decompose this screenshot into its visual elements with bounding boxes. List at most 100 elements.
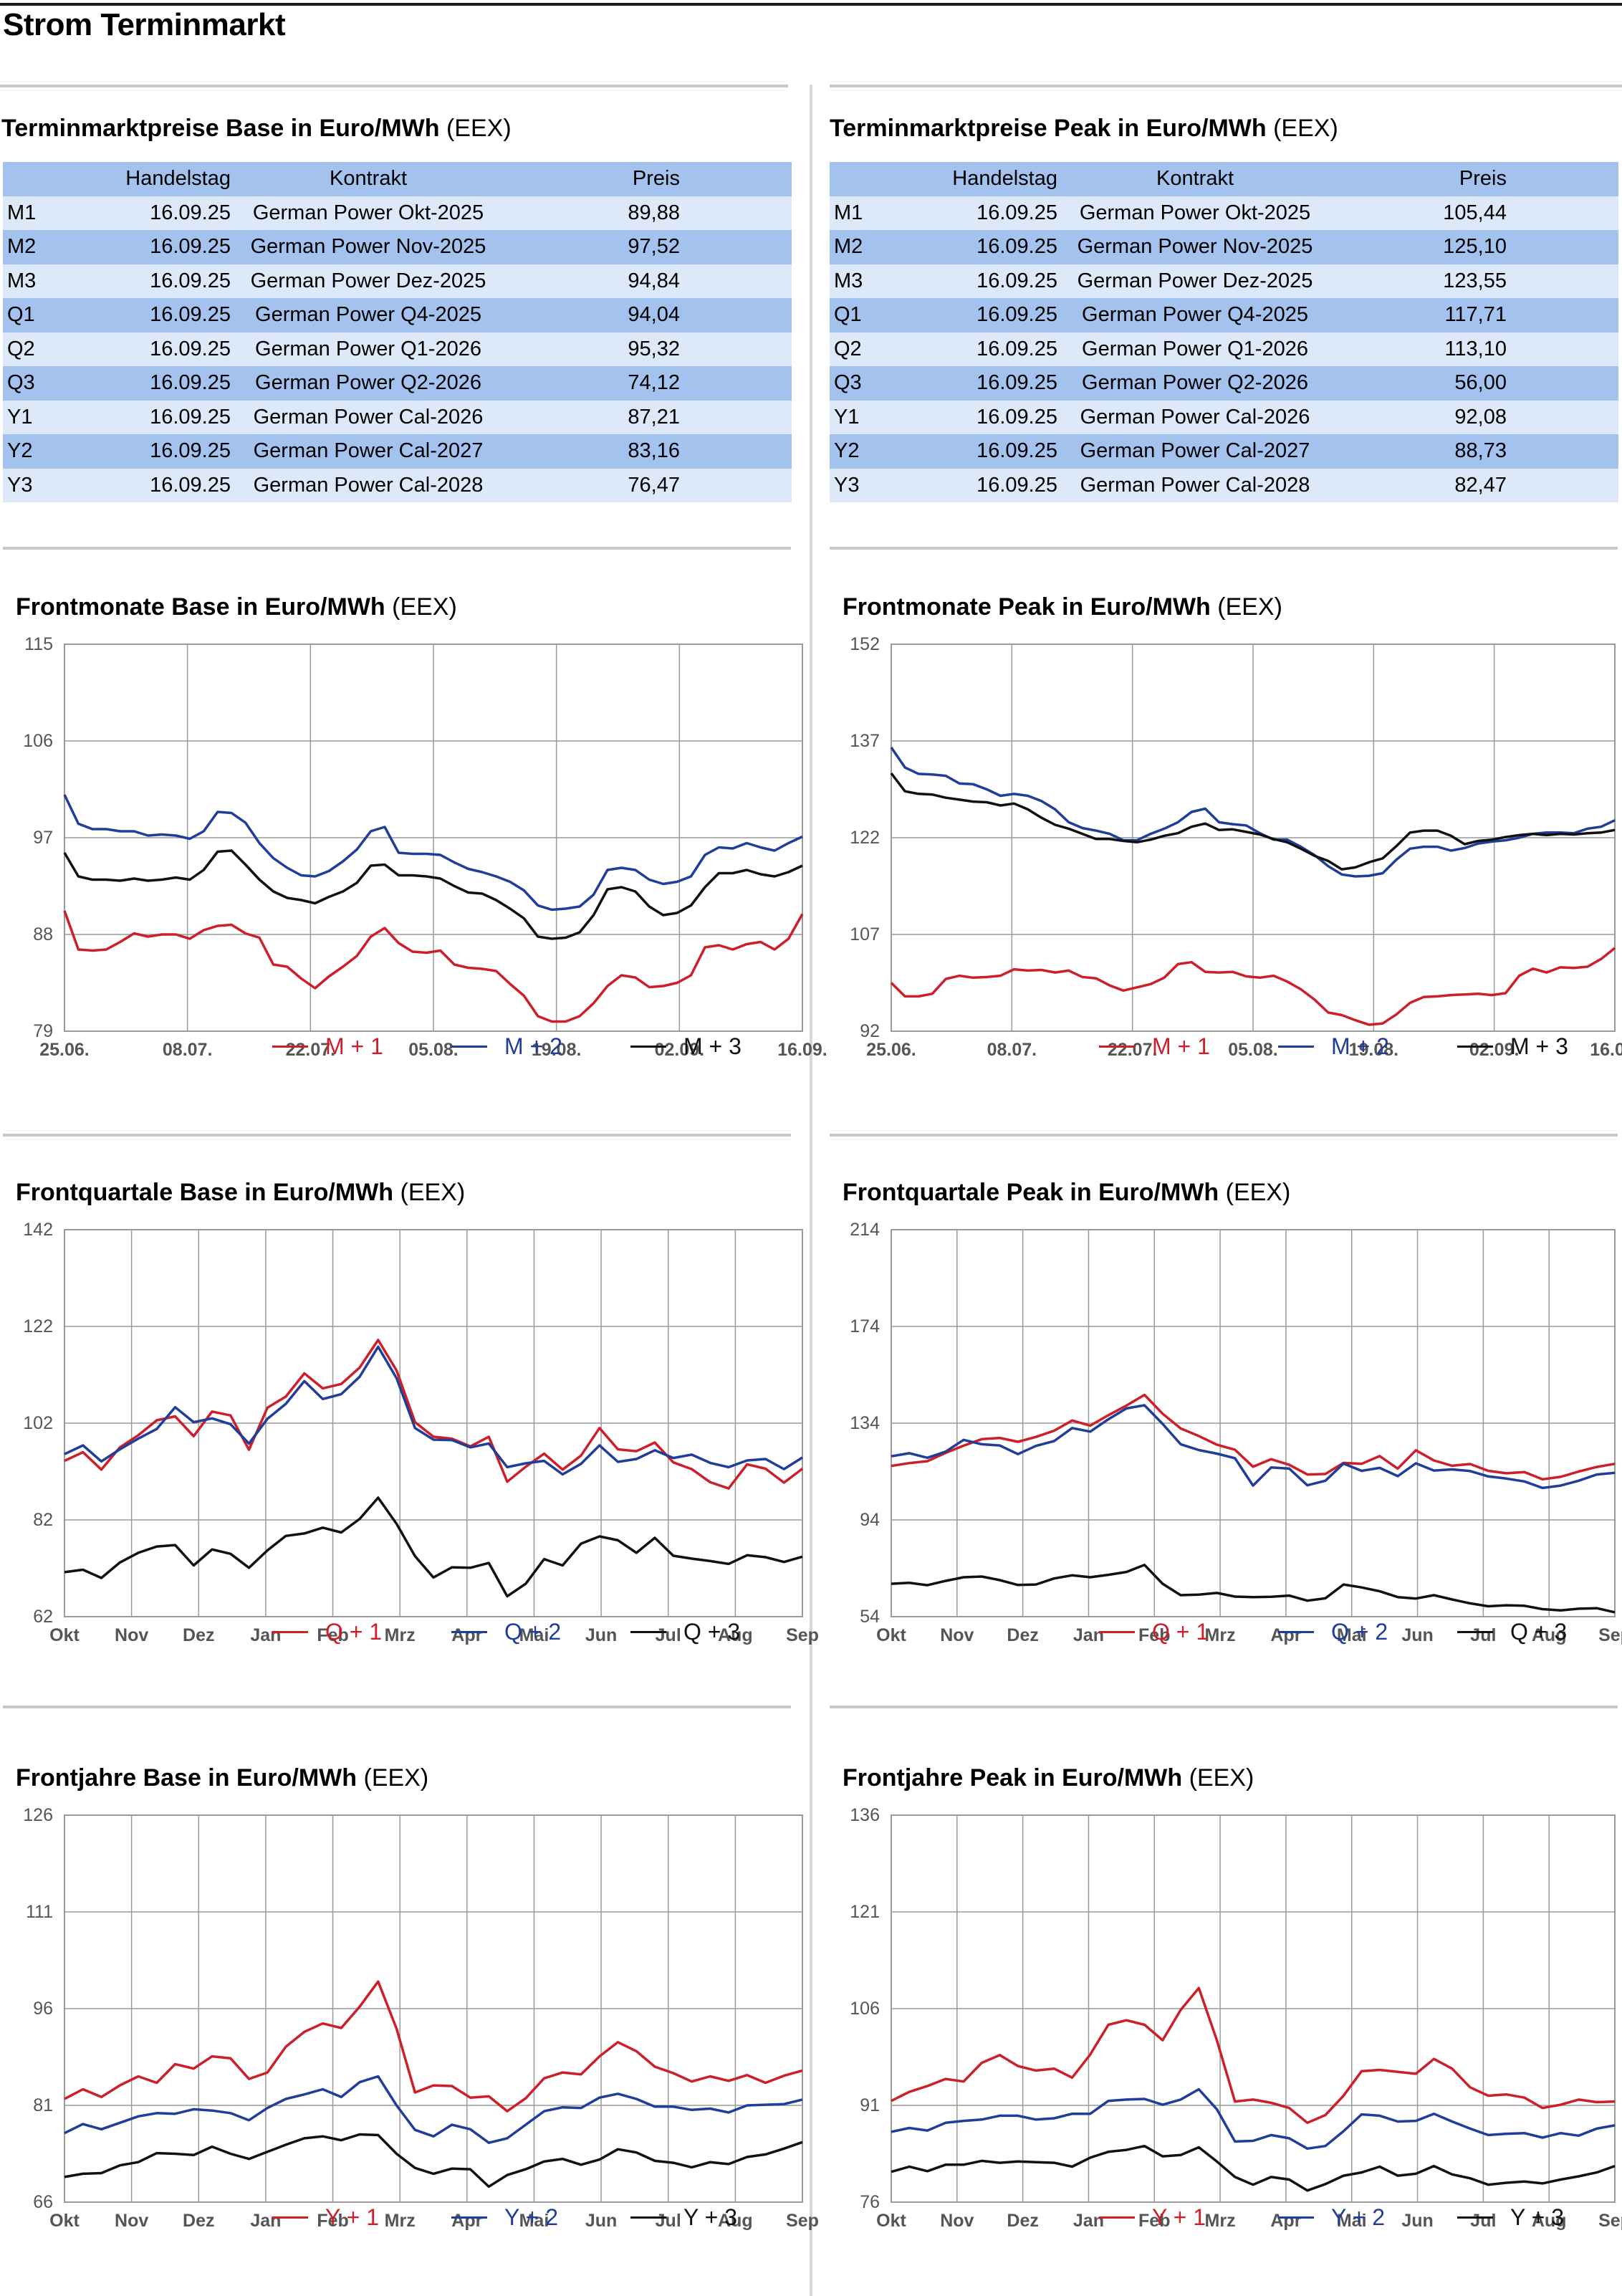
- row-label: Q3: [834, 371, 862, 395]
- trade-date: 16.09.25: [976, 439, 1057, 463]
- legend-swatch: [1457, 2216, 1493, 2219]
- header-cell: [684, 162, 792, 196]
- y-tick-label: 106: [23, 731, 53, 751]
- legend-item: Q + 3: [1457, 1619, 1567, 1645]
- price-value: 125,10: [1443, 235, 1507, 259]
- y-tick-label: 96: [33, 1999, 53, 2019]
- table-row: Q3 16.09.25 German Power Q2-2026 74,12: [3, 366, 792, 401]
- contract-name: German Power Q1-2026: [1082, 337, 1308, 360]
- contract-name: German Power Cal-2027: [1080, 439, 1310, 463]
- legend-swatch: [1457, 1046, 1493, 1048]
- legend-label: Q + 2: [1331, 1619, 1388, 1645]
- section-divider: [830, 85, 1622, 87]
- y-tick-label: 115: [24, 634, 53, 654]
- x-tick-label: 16.09.: [1590, 1040, 1622, 1060]
- y-tick-label: 121: [850, 1902, 880, 1922]
- x-tick-label: Jun: [1401, 2211, 1433, 2231]
- section-divider: [830, 547, 1618, 550]
- x-tick-label: Mrz: [385, 1625, 416, 1645]
- row-label: Y1: [7, 405, 33, 429]
- y-tick-label: 134: [850, 1413, 880, 1433]
- x-tick-label: Nov: [115, 1625, 148, 1645]
- x-tick-label: Jul: [1470, 1625, 1496, 1645]
- y-tick-label: 137: [850, 731, 880, 751]
- header-cell: Handelstag: [125, 167, 231, 191]
- header-cell: [830, 162, 901, 196]
- legend-swatch: [630, 1046, 666, 1048]
- row-label: M2: [834, 235, 863, 259]
- x-tick-label: Dez: [1007, 1625, 1038, 1645]
- row-label: Y3: [7, 473, 33, 497]
- y-tick-label: 214: [850, 1220, 880, 1240]
- x-tick-label: Jan: [1073, 1625, 1104, 1645]
- price-value: 117,71: [1444, 303, 1507, 327]
- chart-frontmonate-peak: Frontmonate Peak in Euro/MWh (EEX) 152 13…: [827, 593, 1622, 1081]
- y-tick-label: 79: [33, 1021, 53, 1041]
- series-line: [890, 747, 1616, 878]
- legend-swatch: [1099, 1631, 1135, 1633]
- y-tick-label: 81: [33, 2095, 53, 2115]
- legend-item: Q + 2: [451, 1619, 561, 1645]
- x-tick-label: Feb: [1138, 2211, 1170, 2231]
- series-line: [891, 2144, 1616, 2192]
- price-value: 97,52: [628, 235, 680, 259]
- legend-label: M + 1: [1152, 1033, 1210, 1059]
- row-label: M1: [834, 201, 863, 224]
- chart-legend: Y + 1 Y + 2 Y + 3: [827, 2204, 1615, 2233]
- contract-name: German Power Dez-2025: [250, 269, 486, 292]
- price-value: 76,47: [628, 473, 680, 497]
- trade-date: 16.09.25: [150, 201, 231, 224]
- series-line: [64, 1339, 804, 1490]
- legend-item: Q + 3: [630, 1619, 740, 1645]
- header-cell: [1511, 162, 1618, 196]
- chart-legend: M + 1 M + 2 M + 3: [0, 1033, 788, 1062]
- x-tick-label: Apr: [451, 2211, 482, 2231]
- legend-swatch: [1278, 1631, 1314, 1633]
- title-rule: [0, 3, 1622, 6]
- trade-date: 16.09.25: [976, 371, 1057, 395]
- y-tick-label: 82: [33, 1510, 53, 1530]
- chart-legend: Q + 1 Q + 2 Q + 3: [827, 1619, 1615, 1647]
- contract-name: German Power Cal-2026: [253, 405, 484, 429]
- legend-label: Y + 1: [1152, 2204, 1206, 2230]
- series-line: [64, 2075, 803, 2144]
- price-value: 94,04: [628, 303, 680, 327]
- legend-label: M + 1: [325, 1033, 383, 1059]
- x-tick-label: Jun: [585, 1625, 617, 1645]
- section-divider: [0, 85, 788, 87]
- series-line: [64, 1496, 803, 1598]
- x-tick-label: 05.08.: [408, 1040, 459, 1060]
- contract-name: German Power Cal-2027: [253, 439, 484, 463]
- table-row: Y3 16.09.25 German Power Cal-2028 76,47: [3, 468, 792, 502]
- x-tick-label: Nov: [115, 2211, 148, 2231]
- contract-name: German Power Nov-2025: [250, 235, 486, 259]
- price-value: 56,00: [1454, 371, 1507, 395]
- x-tick-label: 16.09.: [777, 1040, 827, 1060]
- contract-name: German Power Okt-2025: [1079, 201, 1311, 224]
- contract-name: German Power Q2-2026: [255, 371, 481, 395]
- chart-frontquartale-base: Frontquartale Base in Euro/MWh (EEX) 142…: [0, 1179, 819, 1666]
- series-line: [890, 947, 1616, 1026]
- x-tick-label: Aug: [1532, 1625, 1567, 1645]
- x-tick-label: Jan: [250, 1625, 281, 1645]
- trade-date: 16.09.25: [150, 439, 231, 463]
- chart-title: Frontquartale Peak in Euro/MWh (EEX): [843, 1179, 1291, 1206]
- x-tick-label: 02.09.: [1469, 1040, 1520, 1060]
- contract-name: German Power Q4-2025: [255, 303, 481, 327]
- y-tick-label: 174: [850, 1316, 880, 1336]
- price-table-peak: Handelstag Kontrakt Preis M1 16.09.25 Germ…: [830, 162, 1618, 502]
- row-label: Q1: [834, 303, 862, 327]
- legend-item: M + 3: [630, 1033, 742, 1060]
- legend-label: Q + 1: [325, 1619, 383, 1645]
- x-tick-label: Sep: [1598, 1625, 1622, 1645]
- y-tick-label: 152: [850, 634, 880, 654]
- price-value: 94,84: [628, 269, 680, 292]
- y-tick-label: 62: [33, 1607, 53, 1627]
- x-tick-label: Dez: [183, 1625, 214, 1645]
- x-tick-label: Mai: [1337, 1625, 1367, 1645]
- y-tick-label: 66: [33, 2192, 53, 2212]
- contract-name: German Power Q2-2026: [1082, 371, 1308, 395]
- series-line: [63, 910, 804, 1023]
- header-cell: Handelstag: [952, 167, 1057, 191]
